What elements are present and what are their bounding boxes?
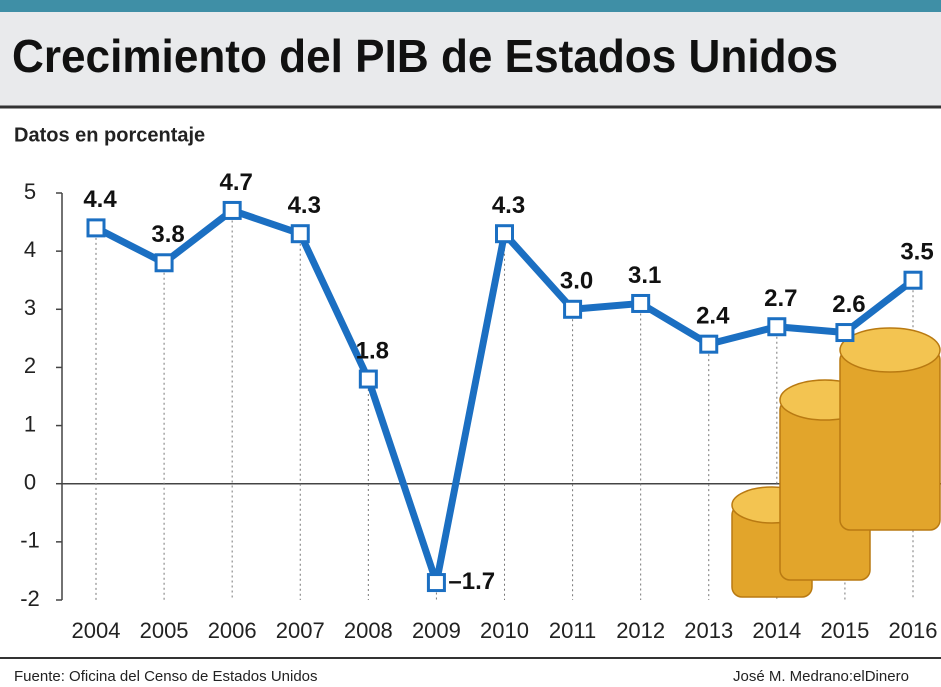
subtitle: Datos en porcentaje: [14, 124, 205, 146]
y-tick-label: 5: [24, 179, 36, 204]
x-tick-label: 2008: [344, 618, 393, 643]
value-label: –1.7: [448, 568, 495, 595]
y-tick-label: 1: [24, 411, 36, 436]
marker: [767, 317, 787, 337]
marker: [86, 218, 106, 238]
marker: [358, 369, 378, 389]
x-tick-label: 2012: [616, 618, 665, 643]
x-tick-label: 2005: [140, 618, 189, 643]
marker: [290, 224, 310, 244]
x-tick-label: 2015: [820, 618, 869, 643]
top-bar: [0, 0, 941, 12]
chart-title: Crecimiento del PIB de Estados Unidos: [12, 30, 838, 82]
value-label: 3.0: [560, 268, 593, 295]
x-tick-label: 2016: [889, 618, 938, 643]
x-tick-label: 2011: [549, 618, 596, 643]
marker: [563, 299, 583, 319]
x-tick-label: 2009: [412, 618, 461, 643]
y-tick-label: 4: [24, 237, 36, 262]
credit: José M. Medrano:elDinero: [733, 668, 909, 685]
marker: [495, 224, 514, 244]
marker: [699, 334, 719, 354]
y-tick-label: -1: [20, 528, 40, 553]
value-label: 4.7: [219, 169, 252, 196]
x-tick-label: 2006: [208, 618, 257, 643]
value-label: 1.8: [356, 337, 389, 364]
value-label: 4.3: [492, 192, 525, 219]
source: Fuente: Oficina del Censo de Estados Uni…: [14, 668, 318, 685]
coins: [731, 327, 941, 598]
marker: [903, 270, 923, 290]
y-tick-label: 2: [24, 353, 36, 378]
value-label: 2.6: [832, 291, 865, 318]
marker: [222, 200, 242, 220]
value-label: 4.3: [288, 192, 321, 219]
value-label: 3.5: [900, 239, 933, 266]
marker: [631, 293, 651, 313]
marker: [154, 253, 174, 273]
x-tick-label: 2007: [276, 618, 325, 643]
value-label: 4.4: [83, 186, 117, 213]
x-tick-label: 2014: [752, 618, 801, 643]
marker: [835, 323, 855, 343]
x-tick-label: 2010: [480, 618, 529, 643]
title-band: [0, 12, 941, 106]
y-tick-label: 0: [24, 470, 36, 495]
y-tick-label: -2: [20, 586, 40, 611]
value-label: 3.1: [628, 262, 661, 289]
value-label: 3.8: [151, 221, 184, 248]
x-tick-label: 2013: [684, 618, 733, 643]
marker: [426, 573, 446, 593]
x-tick-label: 2004: [72, 618, 121, 643]
y-tick-label: 3: [24, 295, 36, 320]
value-label: 2.4: [696, 303, 730, 330]
value-label: 2.7: [764, 285, 797, 312]
